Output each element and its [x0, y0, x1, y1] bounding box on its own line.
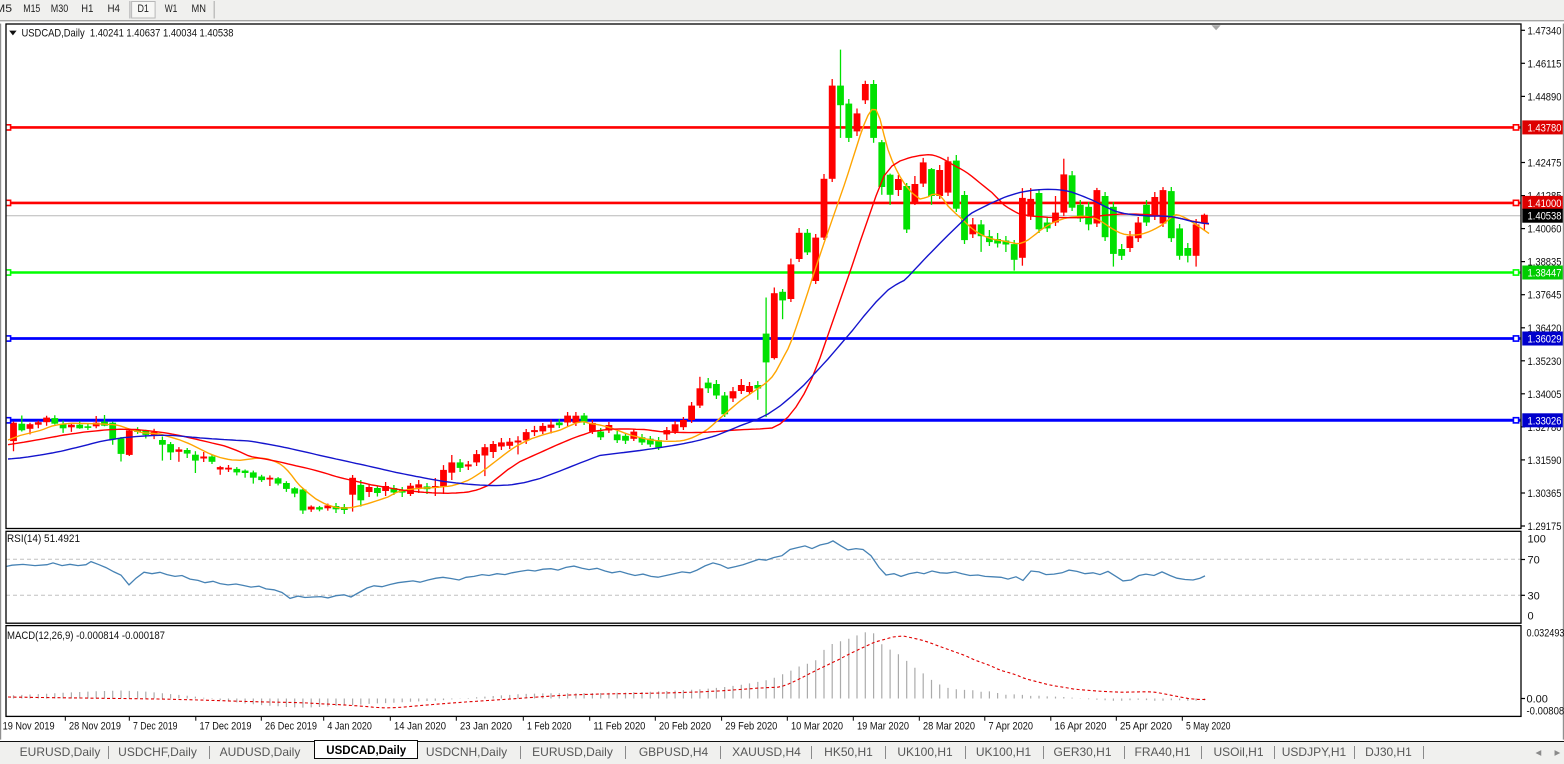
svg-text:28 Nov 2019: 28 Nov 2019 — [69, 720, 121, 732]
svg-text:14 Jan 2020: 14 Jan 2020 — [394, 720, 446, 732]
svg-text:19 Mar 2020: 19 Mar 2020 — [857, 720, 909, 732]
svg-text:25 Apr 2020: 25 Apr 2020 — [1120, 720, 1172, 732]
svg-text:1.47340: 1.47340 — [1528, 25, 1562, 37]
svg-text:1.30365: 1.30365 — [1528, 488, 1562, 500]
svg-text:1.40538: 1.40538 — [1528, 211, 1562, 223]
svg-text:D1: D1 — [137, 3, 149, 15]
svg-text:0: 0 — [1528, 611, 1534, 623]
svg-text:H1: H1 — [81, 3, 93, 15]
svg-text:0.032493: 0.032493 — [1527, 628, 1564, 640]
svg-text:28 Mar 2020: 28 Mar 2020 — [923, 720, 975, 732]
svg-text:1.37645: 1.37645 — [1528, 290, 1562, 302]
svg-text:1.43780: 1.43780 — [1528, 122, 1562, 134]
svg-text:19 Nov 2019: 19 Nov 2019 — [3, 720, 55, 732]
svg-text:MN: MN — [191, 3, 206, 15]
svg-text:1 Feb 2020: 1 Feb 2020 — [527, 720, 572, 732]
svg-text:100: 100 — [1528, 534, 1546, 546]
svg-text:H4: H4 — [107, 3, 120, 15]
svg-text:M15: M15 — [23, 3, 40, 15]
svg-text:M5: M5 — [0, 3, 12, 15]
svg-text:0.00: 0.00 — [1527, 694, 1548, 706]
svg-text:M30: M30 — [51, 3, 69, 15]
svg-text:4 Jan 2020: 4 Jan 2020 — [327, 720, 372, 732]
svg-text:MACD(12,26,9) -0.000814 -0.000: MACD(12,26,9) -0.000814 -0.000187 — [7, 630, 165, 642]
svg-text:W1: W1 — [165, 3, 178, 15]
svg-text:30: 30 — [1528, 590, 1540, 602]
svg-text:-0.008086: -0.008086 — [1527, 706, 1564, 718]
svg-text:70: 70 — [1528, 555, 1540, 567]
svg-text:1.34005: 1.34005 — [1528, 389, 1562, 401]
svg-text:1.44890: 1.44890 — [1528, 91, 1562, 103]
svg-text:1.41000: 1.41000 — [1528, 198, 1562, 210]
svg-text:16 Apr 2020: 16 Apr 2020 — [1055, 720, 1107, 732]
svg-text:7 Dec 2019: 7 Dec 2019 — [133, 720, 178, 732]
svg-text:1.33026: 1.33026 — [1528, 415, 1562, 427]
svg-text:20 Feb 2020: 20 Feb 2020 — [659, 720, 711, 732]
svg-text:1.36029: 1.36029 — [1528, 334, 1562, 346]
svg-text:29 Feb 2020: 29 Feb 2020 — [725, 720, 777, 732]
svg-text:1.29175: 1.29175 — [1528, 521, 1562, 533]
svg-text:1.31590: 1.31590 — [1528, 455, 1562, 467]
svg-text:1.46115: 1.46115 — [1528, 58, 1562, 70]
svg-text:1.40060: 1.40060 — [1528, 224, 1562, 236]
svg-text:11 Feb 2020: 11 Feb 2020 — [593, 720, 645, 732]
svg-text:17 Dec 2019: 17 Dec 2019 — [200, 720, 252, 732]
svg-text:7 Apr 2020: 7 Apr 2020 — [989, 720, 1034, 732]
svg-text:1.35230: 1.35230 — [1528, 356, 1562, 368]
svg-text:USDCAD,Daily 1.40241 1.40637: USDCAD,Daily 1.40241 1.40637 1.40034 1.4… — [22, 27, 234, 39]
svg-text:1.38447: 1.38447 — [1528, 268, 1562, 280]
svg-text:10 Mar 2020: 10 Mar 2020 — [791, 720, 843, 732]
svg-text:26 Dec 2019: 26 Dec 2019 — [265, 720, 317, 732]
svg-text:5 May 2020: 5 May 2020 — [1186, 720, 1231, 732]
svg-text:RSI(14) 51.4921: RSI(14) 51.4921 — [7, 533, 80, 545]
svg-text:1.42475: 1.42475 — [1528, 158, 1562, 170]
svg-text:23 Jan 2020: 23 Jan 2020 — [460, 720, 512, 732]
